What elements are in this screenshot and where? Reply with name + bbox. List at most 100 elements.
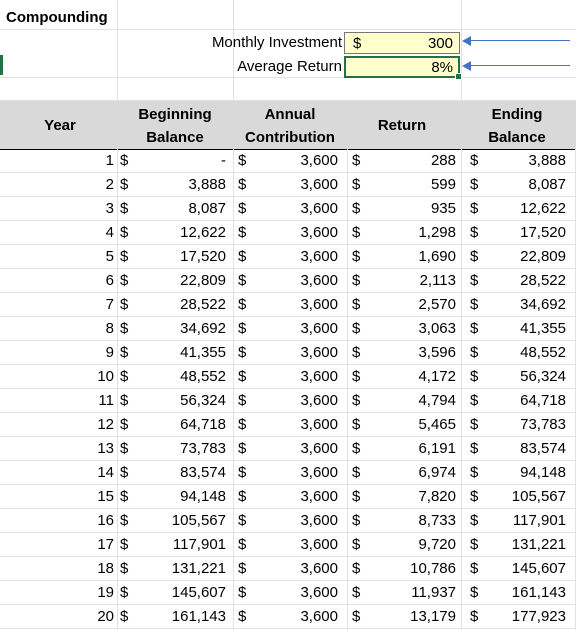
currency-symbol[interactable]: $ — [352, 584, 361, 601]
currency-symbol[interactable]: $ — [470, 200, 479, 217]
currency-symbol[interactable]: $ — [238, 488, 247, 505]
cell-beginning-balance[interactable]: 145,607 — [171, 584, 226, 601]
cell-return[interactable]: 11,937 — [411, 584, 456, 601]
cell-return[interactable]: 599 — [430, 176, 456, 193]
cell-return[interactable]: 10,786 — [410, 560, 456, 577]
cell-return[interactable]: 9,720 — [418, 536, 456, 553]
currency-symbol[interactable]: $ — [352, 320, 361, 337]
currency-symbol[interactable]: $ — [352, 464, 361, 481]
currency-symbol[interactable]: $ — [238, 392, 247, 409]
cell-ending-balance[interactable]: 41,355 — [520, 320, 566, 337]
currency-symbol[interactable]: $ — [470, 608, 479, 625]
currency-symbol[interactable]: $ — [120, 584, 129, 601]
cell-ending-balance[interactable]: 17,520 — [520, 224, 566, 241]
cell-annual-contribution[interactable]: 3,600 — [300, 200, 338, 217]
currency-symbol[interactable]: $ — [120, 368, 129, 385]
currency-symbol[interactable]: $ — [352, 176, 361, 193]
currency-symbol[interactable]: $ — [120, 176, 129, 193]
currency-symbol[interactable]: $ — [470, 584, 479, 601]
currency-symbol[interactable]: $ — [120, 224, 129, 241]
cell-annual-contribution[interactable]: 3,600 — [300, 152, 338, 169]
average-return-input[interactable]: 8% — [344, 56, 462, 80]
fill-handle[interactable] — [455, 73, 462, 80]
currency-symbol[interactable]: $ — [470, 272, 479, 289]
cell-beginning-balance[interactable]: 64,718 — [180, 416, 226, 433]
cell-ending-balance[interactable]: 48,552 — [520, 344, 566, 361]
cell-return[interactable]: 4,794 — [418, 392, 456, 409]
currency-symbol[interactable]: $ — [352, 272, 361, 289]
currency-symbol[interactable]: $ — [120, 344, 129, 361]
currency-symbol[interactable]: $ — [470, 224, 479, 241]
cell-year[interactable]: 15 — [97, 488, 114, 505]
cell-ending-balance[interactable]: 94,148 — [520, 464, 566, 481]
cell-beginning-balance[interactable]: 34,692 — [180, 320, 226, 337]
currency-symbol[interactable]: $ — [352, 296, 361, 313]
cell-beginning-balance[interactable]: 94,148 — [180, 488, 226, 505]
cell-beginning-balance[interactable]: 3,888 — [188, 176, 226, 193]
cell-annual-contribution[interactable]: 3,600 — [300, 320, 338, 337]
currency-symbol[interactable]: $ — [352, 344, 361, 361]
cell-ending-balance[interactable]: 22,809 — [520, 248, 566, 265]
currency-symbol[interactable]: $ — [470, 464, 479, 481]
currency-symbol[interactable]: $ — [470, 488, 479, 505]
cell-beginning-balance[interactable]: 56,324 — [180, 392, 226, 409]
cell-ending-balance[interactable]: 117,901 — [512, 512, 566, 529]
currency-symbol[interactable]: $ — [238, 560, 247, 577]
currency-symbol[interactable]: $ — [120, 416, 129, 433]
cell-beginning-balance[interactable]: 73,783 — [180, 440, 226, 457]
cell-annual-contribution[interactable]: 3,600 — [300, 272, 338, 289]
cell-year[interactable]: 9 — [105, 344, 114, 361]
cell-ending-balance[interactable]: 177,923 — [511, 608, 566, 625]
cell-ending-balance[interactable]: 8,087 — [528, 176, 566, 193]
currency-symbol[interactable]: $ — [238, 512, 247, 529]
cell-beginning-balance[interactable]: 12,622 — [180, 224, 226, 241]
cell-ending-balance[interactable]: 12,622 — [520, 200, 566, 217]
currency-symbol[interactable]: $ — [352, 392, 361, 409]
currency-symbol[interactable]: $ — [120, 464, 129, 481]
cell-year[interactable]: 11 — [98, 392, 114, 409]
currency-symbol[interactable]: $ — [352, 368, 361, 385]
currency-symbol[interactable]: $ — [352, 608, 361, 625]
cell-beginning-balance[interactable]: 41,355 — [180, 344, 226, 361]
cell-beginning-balance[interactable]: 161,143 — [171, 608, 226, 625]
cell-return[interactable]: 288 — [430, 152, 456, 169]
cell-ending-balance[interactable]: 105,567 — [511, 488, 566, 505]
cell-year[interactable]: 5 — [105, 248, 114, 265]
cell-year[interactable]: 1 — [105, 152, 114, 169]
currency-symbol[interactable]: $ — [120, 608, 129, 625]
cell-annual-contribution[interactable]: 3,600 — [300, 584, 338, 601]
cell-annual-contribution[interactable]: 3,600 — [300, 296, 338, 313]
currency-symbol[interactable]: $ — [120, 320, 129, 337]
currency-symbol[interactable]: $ — [120, 512, 129, 529]
currency-symbol[interactable]: $ — [352, 536, 361, 553]
cell-year[interactable]: 18 — [97, 560, 114, 577]
cell-ending-balance[interactable]: 34,692 — [520, 296, 566, 313]
currency-symbol[interactable]: $ — [470, 152, 479, 169]
currency-symbol[interactable]: $ — [470, 248, 479, 265]
cell-beginning-balance[interactable]: 117,901 — [172, 536, 226, 553]
currency-symbol[interactable]: $ — [238, 368, 247, 385]
cell-year[interactable]: 16 — [97, 512, 114, 529]
cell-year[interactable]: 6 — [105, 272, 114, 289]
cell-return[interactable]: 4,172 — [418, 368, 456, 385]
currency-symbol[interactable]: $ — [470, 368, 479, 385]
cell-return[interactable]: 2,113 — [419, 272, 456, 289]
cell-return[interactable]: 3,596 — [418, 344, 456, 361]
cell-annual-contribution[interactable]: 3,600 — [300, 512, 338, 529]
currency-symbol[interactable]: $ — [238, 536, 247, 553]
cell-annual-contribution[interactable]: 3,600 — [300, 176, 338, 193]
currency-symbol[interactable]: $ — [470, 560, 479, 577]
cell-year[interactable]: 14 — [97, 464, 114, 481]
cell-beginning-balance[interactable]: 48,552 — [180, 368, 226, 385]
currency-symbol[interactable]: $ — [238, 224, 247, 241]
cell-beginning-balance[interactable]: 131,221 — [171, 560, 226, 577]
cell-ending-balance[interactable]: 73,783 — [520, 416, 566, 433]
cell-annual-contribution[interactable]: 3,600 — [300, 368, 338, 385]
cell-annual-contribution[interactable]: 3,600 — [300, 344, 338, 361]
cell-annual-contribution[interactable]: 3,600 — [300, 488, 338, 505]
cell-return[interactable]: 3,063 — [418, 320, 456, 337]
cell-ending-balance[interactable]: 161,143 — [511, 584, 566, 601]
currency-symbol[interactable]: $ — [238, 464, 247, 481]
cell-year[interactable]: 8 — [105, 320, 114, 337]
currency-symbol[interactable]: $ — [120, 536, 129, 553]
